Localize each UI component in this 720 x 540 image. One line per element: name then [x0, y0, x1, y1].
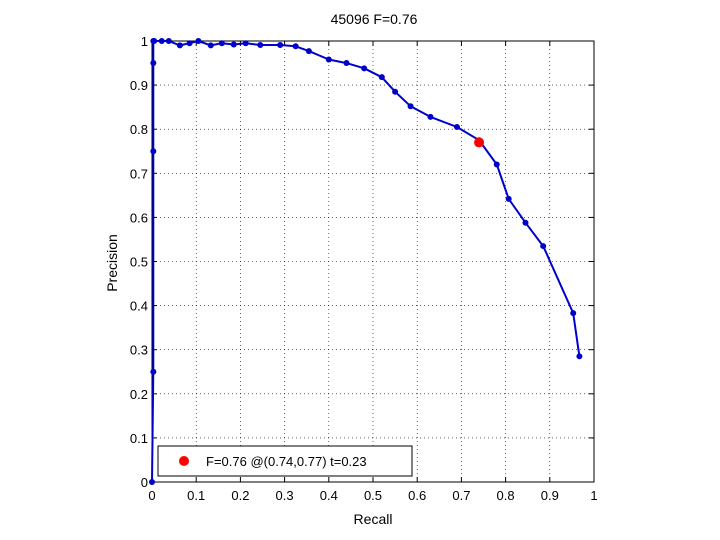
x-tick-label: 0.2 [231, 488, 249, 503]
pr-curve-point [195, 38, 202, 44]
x-tick-label: 0.4 [320, 488, 338, 503]
pr-curve-point [150, 368, 157, 375]
y-tick-label: 0.4 [130, 299, 148, 314]
x-tick-label: 0.9 [541, 488, 559, 503]
pr-curve-point [277, 41, 284, 48]
pr-curve-point [242, 40, 249, 47]
y-axis-label: Precision [104, 234, 120, 292]
y-tick-label: 0 [141, 475, 148, 490]
pr-curve-point [522, 219, 529, 226]
highlight-layer [474, 137, 485, 148]
x-tick-label: 0.8 [497, 488, 515, 503]
pr-curve-point [150, 60, 157, 67]
axis-ticks: 0 0.1 0.2 0.3 0.4 0.5 0.6 0.7 0.8 0.9 1 0 0.1 0.2 0.3 0… [130, 34, 598, 503]
pr-curve-point [427, 113, 434, 120]
x-tick-label: 0 [148, 488, 155, 503]
best-f-point [474, 137, 485, 148]
y-tick-label: 0.5 [130, 255, 148, 270]
pr-curve-point [392, 88, 399, 95]
pr-curve-point [576, 353, 583, 360]
pr-curve-point [292, 43, 299, 50]
y-tick-label: 0.8 [130, 122, 148, 137]
pr-curve-point [505, 195, 512, 202]
y-tick-label: 1 [141, 34, 148, 49]
x-tick-label: 0.3 [276, 488, 294, 503]
pr-curve-point [149, 479, 155, 485]
pr-curve-point [165, 38, 172, 44]
x-tick-label: 0.7 [452, 488, 470, 503]
pr-curve-point [230, 41, 237, 48]
pr-curve-point [453, 123, 460, 130]
legend-entry-text: F=0.76 @(0.74,0.77) t=0.23 [206, 454, 367, 469]
pr-curve-point [540, 243, 547, 250]
y-tick-label: 0.6 [130, 210, 148, 225]
pr-curve-point [257, 41, 264, 48]
pr-curve-point [305, 48, 312, 55]
pr-curve-line [151, 40, 581, 483]
pr-curve-point [218, 40, 225, 47]
y-tick-label: 0.9 [130, 78, 148, 93]
pr-curve-point [407, 103, 414, 110]
legend-box [157, 445, 413, 477]
pr-curve-point [493, 161, 500, 168]
y-tick-label: 0.3 [130, 343, 148, 358]
y-tick-label: 0.2 [130, 387, 148, 402]
x-tick-label: 0.1 [187, 488, 205, 503]
x-tick-label: 0.6 [408, 488, 426, 503]
pr-curve-point [186, 40, 193, 47]
pr-curve-point [151, 38, 158, 44]
pr-curve-point [176, 42, 183, 49]
x-axis-label: Recall [354, 511, 393, 527]
x-tick-label: 1 [590, 488, 597, 503]
legend-marker [179, 456, 189, 466]
pr-curve-point [378, 74, 385, 81]
y-tick-label: 0.1 [130, 431, 148, 446]
x-tick-label: 0.5 [364, 488, 382, 503]
y-tick-label: 0.7 [130, 166, 148, 181]
chart-title: 45096 F=0.76 [331, 11, 418, 27]
pr-curve-point [325, 56, 332, 63]
legend: F=0.76 @(0.74,0.77) t=0.23 [157, 445, 413, 477]
pr-curve-point [570, 310, 577, 317]
pr-curve-point [343, 60, 350, 67]
pr-curve-point [158, 38, 165, 44]
pr-curve-point [150, 148, 157, 155]
pr-curve-point [361, 65, 368, 72]
pr-curve-point [207, 42, 214, 49]
